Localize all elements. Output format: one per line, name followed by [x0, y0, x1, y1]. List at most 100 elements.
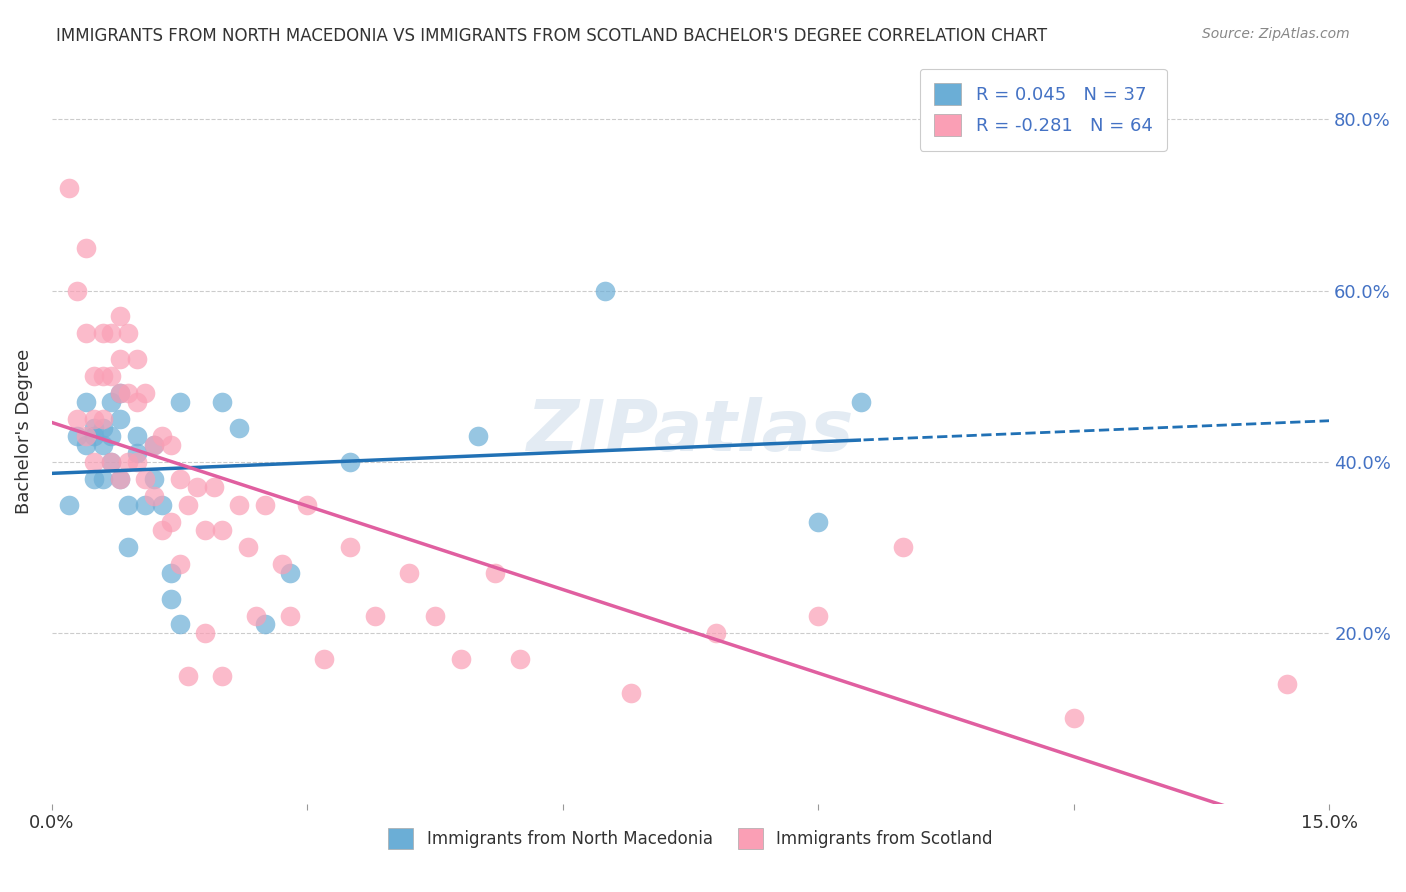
Point [100, 429, 122, 443]
Point [108, 386, 131, 401]
Point [278, 608, 301, 623]
Point [253, 617, 276, 632]
Point [125, 446, 148, 460]
Point [450, 651, 472, 665]
Point [75, 326, 97, 341]
Point [704, 625, 727, 640]
Point [91, 369, 114, 384]
Point [91, 437, 114, 451]
Point [177, 668, 200, 682]
Point [211, 523, 233, 537]
Point [83, 369, 105, 384]
Point [297, 498, 319, 512]
Text: IMMIGRANTS FROM NORTH MACEDONIA VS IMMIGRANTS FROM SCOTLAND BACHELOR'S DEGREE CO: IMMIGRANTS FROM NORTH MACEDONIA VS IMMIG… [56, 27, 1047, 45]
Point [595, 284, 617, 298]
Point [1063, 711, 1085, 725]
Point [66, 429, 89, 443]
Point [509, 651, 531, 665]
Point [83, 420, 105, 434]
Point [160, 591, 183, 606]
Point [100, 394, 122, 409]
Point [202, 480, 225, 494]
Point [398, 566, 420, 580]
Point [186, 480, 208, 494]
Point [108, 472, 131, 486]
Point [83, 412, 105, 426]
Point [125, 394, 148, 409]
Point [108, 352, 131, 367]
Point [108, 412, 131, 426]
Point [467, 429, 489, 443]
Point [100, 326, 122, 341]
Point [270, 558, 292, 572]
Point [253, 498, 276, 512]
Point [423, 608, 446, 623]
Text: ZIPatlas: ZIPatlas [527, 397, 855, 467]
Point [142, 437, 165, 451]
Point [228, 420, 250, 434]
Point [484, 566, 506, 580]
Point [194, 523, 217, 537]
Point [108, 386, 131, 401]
Point [75, 429, 97, 443]
Point [339, 541, 361, 555]
Point [117, 541, 139, 555]
Point [169, 558, 191, 572]
Point [58, 181, 80, 195]
Point [142, 472, 165, 486]
Point [236, 541, 259, 555]
Point [66, 284, 89, 298]
Point [339, 455, 361, 469]
Point [194, 625, 217, 640]
Point [142, 437, 165, 451]
Point [211, 668, 233, 682]
Point [100, 369, 122, 384]
Point [1275, 677, 1298, 691]
Point [152, 523, 174, 537]
Point [108, 310, 131, 324]
Point [91, 326, 114, 341]
Point [75, 394, 97, 409]
Text: Source: ZipAtlas.com: Source: ZipAtlas.com [1202, 27, 1350, 41]
Point [134, 472, 156, 486]
Point [58, 498, 80, 512]
Point [169, 617, 191, 632]
Point [83, 429, 105, 443]
Point [83, 472, 105, 486]
Point [75, 437, 97, 451]
Point [117, 455, 139, 469]
Point [807, 515, 830, 529]
Point [807, 608, 830, 623]
Point [91, 420, 114, 434]
Point [169, 472, 191, 486]
Point [125, 455, 148, 469]
Point [620, 686, 643, 700]
Point [142, 489, 165, 503]
Point [228, 498, 250, 512]
Point [152, 429, 174, 443]
Point [152, 498, 174, 512]
Point [211, 394, 233, 409]
Point [125, 352, 148, 367]
Point [117, 326, 139, 341]
Point [160, 515, 183, 529]
Point [364, 608, 387, 623]
Point [100, 455, 122, 469]
Point [160, 437, 183, 451]
Point [893, 541, 915, 555]
Point [117, 386, 139, 401]
Point [91, 412, 114, 426]
Point [108, 472, 131, 486]
Y-axis label: Bachelor's Degree: Bachelor's Degree [15, 349, 32, 515]
Point [278, 566, 301, 580]
Point [117, 498, 139, 512]
Point [134, 498, 156, 512]
Point [66, 412, 89, 426]
Point [83, 455, 105, 469]
Point [125, 429, 148, 443]
Point [160, 566, 183, 580]
Legend: R = 0.045   N = 37, R = -0.281   N = 64: R = 0.045 N = 37, R = -0.281 N = 64 [920, 69, 1167, 151]
Point [849, 394, 872, 409]
Point [177, 498, 200, 512]
Point [314, 651, 336, 665]
